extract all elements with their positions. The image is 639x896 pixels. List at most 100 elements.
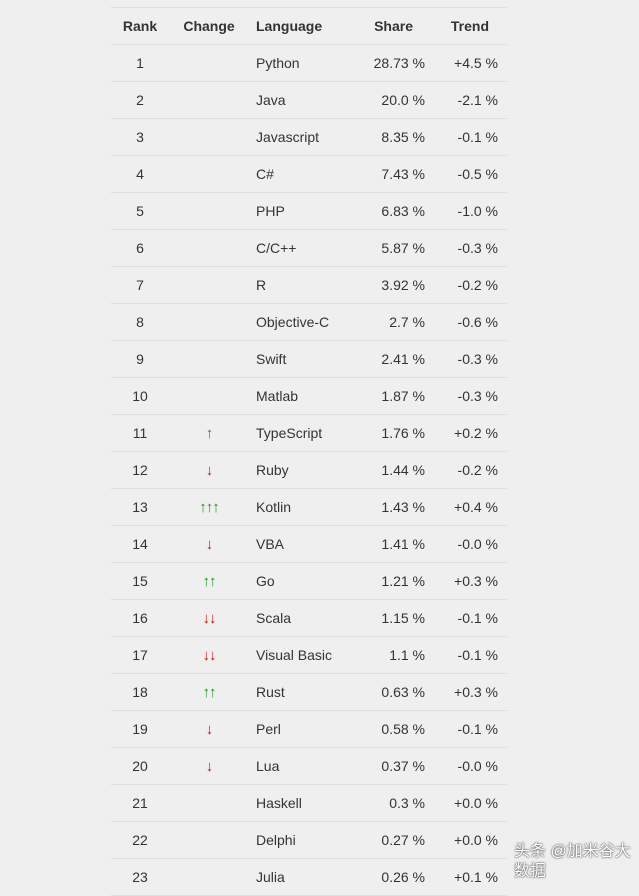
cell-change: ↑↑ — [171, 674, 247, 711]
cell-change: ↑ — [171, 415, 247, 452]
arrow-down-icon: ↓ — [205, 758, 213, 775]
cell-trend: -0.2 % — [457, 277, 498, 293]
cell-share: 1.44 % — [381, 462, 425, 478]
cell-language: Lua — [256, 758, 280, 774]
header-change[interactable]: Change — [183, 18, 235, 34]
cell-rank: 20 — [132, 758, 148, 774]
cell-trend: -0.0 % — [457, 536, 498, 552]
cell-trend: -0.1 % — [457, 721, 498, 737]
cell-change: ↓ — [171, 526, 247, 563]
table-row: 21 Haskell 0.3 % +0.0 % — [111, 785, 507, 822]
table-row: 6 C/C++ 5.87 % -0.3 % — [111, 230, 507, 267]
cell-share: 8.35 % — [381, 129, 425, 145]
header-trend[interactable]: Trend — [450, 18, 489, 34]
table-header: Rank Change Language Share Trend — [111, 8, 507, 45]
cell-rank: 21 — [132, 795, 148, 811]
cell-trend: +0.2 % — [454, 425, 498, 441]
cell-rank: 22 — [132, 832, 148, 848]
table-row: 16 ↓↓ Scala 1.15 % -0.1 % — [111, 600, 507, 637]
table-row: 17 ↓↓ Visual Basic 1.1 % -0.1 % — [111, 637, 507, 674]
table-row: 4 C# 7.43 % -0.5 % — [111, 156, 507, 193]
cell-language: Rust — [256, 684, 285, 700]
table-row: 23 Julia 0.26 % +0.1 % — [111, 859, 507, 896]
cell-trend: -0.3 % — [457, 388, 498, 404]
table-row: 2 Java 20.0 % -2.1 % — [111, 82, 507, 119]
table-row: 15 ↑↑ Go 1.21 % +0.3 % — [111, 563, 507, 600]
header-rank[interactable]: Rank — [122, 18, 158, 34]
cell-language: VBA — [256, 536, 285, 552]
cell-language: Haskell — [256, 795, 302, 811]
table-row: 10 Matlab 1.87 % -0.3 % — [111, 378, 507, 415]
cell-trend: -0.3 % — [457, 351, 498, 367]
cell-rank: 1 — [136, 55, 144, 71]
cell-rank: 17 — [132, 647, 148, 663]
cell-language: Javascript — [256, 129, 320, 145]
cell-language: Go — [256, 573, 275, 589]
cell-language: C# — [256, 166, 274, 182]
cell-trend: -0.0 % — [457, 758, 498, 774]
cell-language: Python — [256, 55, 300, 71]
table-row: 5 PHP 6.83 % -1.0 % — [111, 193, 507, 230]
cell-rank: 12 — [132, 462, 148, 478]
cell-trend: -0.1 % — [457, 647, 498, 663]
cell-share: 20.0 % — [381, 92, 425, 108]
cell-rank: 6 — [136, 240, 144, 256]
cell-language: Scala — [256, 610, 292, 626]
cell-trend: -0.6 % — [457, 314, 498, 330]
table-row: 13 ↑↑↑ Kotlin 1.43 % +0.4 % — [111, 489, 507, 526]
cell-language: Kotlin — [256, 499, 292, 515]
header-language[interactable]: Language — [256, 18, 323, 34]
cell-language: R — [256, 277, 267, 293]
cell-change: ↓↓ — [171, 600, 247, 637]
cell-language: C/C++ — [256, 240, 297, 256]
cell-trend: -0.5 % — [457, 166, 498, 182]
table-row: 18 ↑↑ Rust 0.63 % +0.3 % — [111, 674, 507, 711]
cell-rank: 4 — [136, 166, 144, 182]
cell-trend: -0.3 % — [457, 240, 498, 256]
cell-share: 6.83 % — [381, 203, 425, 219]
table-row: 14 ↓ VBA 1.41 % -0.0 % — [111, 526, 507, 563]
cell-trend: -2.1 % — [457, 92, 498, 108]
cell-share: 1.76 % — [381, 425, 425, 441]
arrow-up-icon: ↑ — [205, 425, 213, 442]
cell-share: 2.7 % — [389, 314, 425, 330]
cell-language: Swift — [256, 351, 287, 367]
table-row: 3 Javascript 8.35 % -0.1 % — [111, 119, 507, 156]
cell-share: 7.43 % — [381, 166, 425, 182]
cell-language: Ruby — [256, 462, 289, 478]
header-share[interactable]: Share — [374, 18, 413, 34]
arrow-down-icon: ↓ — [205, 721, 213, 738]
cell-language: Delphi — [256, 832, 296, 848]
cell-trend: -1.0 % — [457, 203, 498, 219]
cell-trend: +0.4 % — [454, 499, 498, 515]
cell-language: TypeScript — [256, 425, 323, 441]
cell-share: 0.26 % — [381, 869, 425, 885]
cell-change: ↓ — [171, 748, 247, 785]
arrow-down-icon: ↓↓ — [202, 610, 217, 627]
cell-rank: 16 — [132, 610, 148, 626]
cell-rank: 14 — [132, 536, 148, 552]
cell-trend: -0.1 % — [457, 610, 498, 626]
cell-share: 0.27 % — [381, 832, 425, 848]
table-row: 9 Swift 2.41 % -0.3 % — [111, 341, 507, 378]
table-row: 7 R 3.92 % -0.2 % — [111, 267, 507, 304]
cell-trend: -0.2 % — [457, 462, 498, 478]
cell-trend: +0.0 % — [454, 832, 498, 848]
cell-trend: +0.1 % — [454, 869, 498, 885]
cell-rank: 23 — [132, 869, 148, 885]
cell-language: Julia — [256, 869, 285, 885]
arrow-up-icon: ↑↑ — [202, 573, 217, 590]
cell-change: ↑↑↑ — [171, 489, 247, 526]
cell-rank: 9 — [136, 351, 144, 367]
table-body: 1 Python 28.73 % +4.5 % 2 Java 20.0 % -2.1 % 3 Ja… — [111, 45, 507, 896]
cell-language: Visual Basic — [256, 647, 333, 663]
table-row: 19 ↓ Perl 0.58 % -0.1 % — [111, 711, 507, 748]
language-ranking-table: Rank Change Language Share Trend 1 Python… — [111, 7, 507, 896]
cell-change: ↓ — [171, 711, 247, 748]
arrow-down-icon: ↓ — [205, 462, 213, 479]
cell-rank: 15 — [132, 573, 148, 589]
table-row: 11 ↑ TypeScript 1.76 % +0.2 % — [111, 415, 507, 452]
cell-rank: 10 — [132, 388, 148, 404]
cell-change: ↓↓ — [171, 637, 247, 674]
cell-change: ↑↑ — [171, 563, 247, 600]
